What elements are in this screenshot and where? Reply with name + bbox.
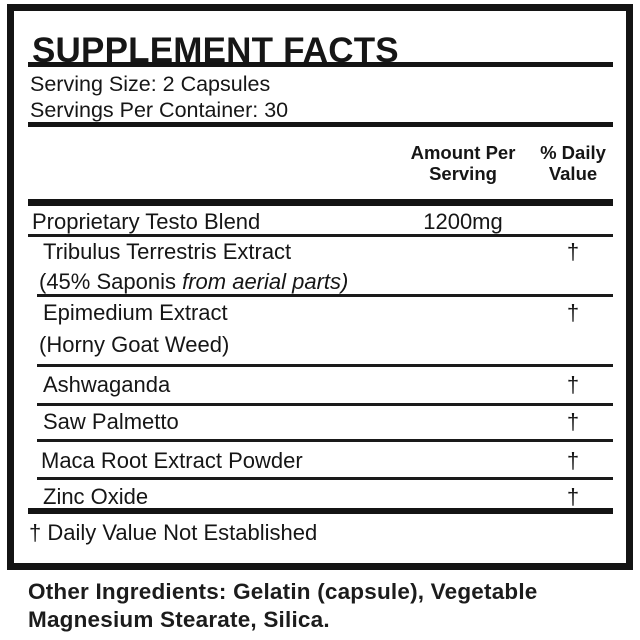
divider-under-serving-info (28, 122, 613, 127)
row-separator (37, 477, 613, 480)
ingredient-detail-epimedium: (Horny Goat Weed) (39, 332, 230, 357)
divider-under-title (28, 62, 613, 67)
daily-value-dagger: † (566, 372, 580, 397)
other-ingredients-text: Other Ingredients: Gelatin (capsule), Ve… (28, 579, 538, 632)
row-separator (28, 234, 613, 237)
ingredient-name-tribulus: Tribulus Terrestris Extract (43, 239, 292, 264)
row-separator (37, 403, 613, 406)
row-separator (37, 439, 613, 442)
divider-under-column-headers (28, 199, 613, 206)
daily-value-dagger: † (566, 239, 580, 264)
row-separator (37, 294, 613, 297)
serving-size-text: Serving Size: 2 Capsules (30, 72, 271, 96)
ingredient-name-ashwaganda: Ashwaganda (43, 372, 171, 397)
amount-value-proprietary-blend: 1200mg (423, 209, 503, 234)
ingredient-name-zinc-oxide: Zinc Oxide (43, 484, 149, 509)
divider-above-footnote (28, 508, 613, 514)
daily-value-header: % Daily Value (540, 142, 606, 184)
amount-per-serving-header: Amount Per Serving (410, 142, 516, 184)
detail-regular-part: (45% Saponis (39, 269, 183, 294)
daily-value-dagger: † (566, 448, 580, 473)
serving-info: Serving Size: 2 Capsules Servings Per Co… (30, 72, 288, 123)
daily-value-dagger: † (566, 484, 580, 509)
supplement-facts-panel: SUPPLEMENT FACTS Serving Size: 2 Capsule… (7, 4, 633, 570)
row-separator (37, 364, 613, 367)
detail-italic-part: from aerial parts) (182, 269, 349, 294)
daily-value-dagger: † (566, 300, 580, 325)
ingredient-name-saw-palmetto: Saw Palmetto (43, 409, 179, 434)
daily-value-dagger: † (566, 409, 580, 434)
ingredient-name-proprietary-blend: Proprietary Testo Blend (32, 209, 261, 234)
ingredient-name-epimedium: Epimedium Extract (43, 300, 228, 325)
servings-per-container-text: Servings Per Container: 30 (30, 97, 289, 122)
ingredient-detail-tribulus: (45% Saponis from aerial parts) (39, 269, 348, 295)
daily-value-footnote: † Daily Value Not Established (29, 520, 318, 545)
ingredient-name-maca-root: Maca Root Extract Powder (41, 448, 303, 473)
